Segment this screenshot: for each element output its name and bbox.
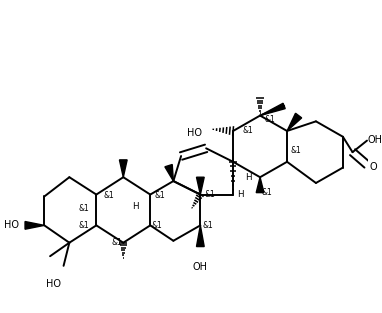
Polygon shape: [256, 177, 264, 192]
Text: O: O: [370, 162, 377, 172]
Polygon shape: [165, 165, 173, 181]
Text: &1: &1: [291, 146, 302, 155]
Text: &1: &1: [103, 191, 114, 200]
Text: &1: &1: [204, 190, 215, 199]
Polygon shape: [196, 225, 204, 247]
Polygon shape: [196, 177, 204, 195]
Polygon shape: [260, 103, 285, 115]
Text: OH: OH: [193, 262, 208, 272]
Text: &1: &1: [112, 238, 123, 247]
Text: H: H: [132, 202, 139, 211]
Polygon shape: [120, 160, 127, 177]
Text: &1: &1: [151, 221, 162, 230]
Text: &1: &1: [265, 115, 276, 124]
Text: &1: &1: [202, 221, 213, 230]
Text: HO: HO: [187, 128, 202, 138]
Text: H: H: [237, 190, 244, 199]
Text: &1: &1: [154, 191, 165, 200]
Text: OH: OH: [368, 135, 382, 145]
Polygon shape: [25, 222, 44, 229]
Text: &1: &1: [79, 203, 90, 213]
Text: &1: &1: [262, 188, 273, 197]
Text: H: H: [244, 173, 251, 182]
Text: &1: &1: [79, 221, 90, 230]
Polygon shape: [287, 113, 302, 131]
Text: &1: &1: [243, 126, 254, 136]
Text: HO: HO: [4, 220, 19, 230]
Text: HO: HO: [47, 279, 62, 289]
